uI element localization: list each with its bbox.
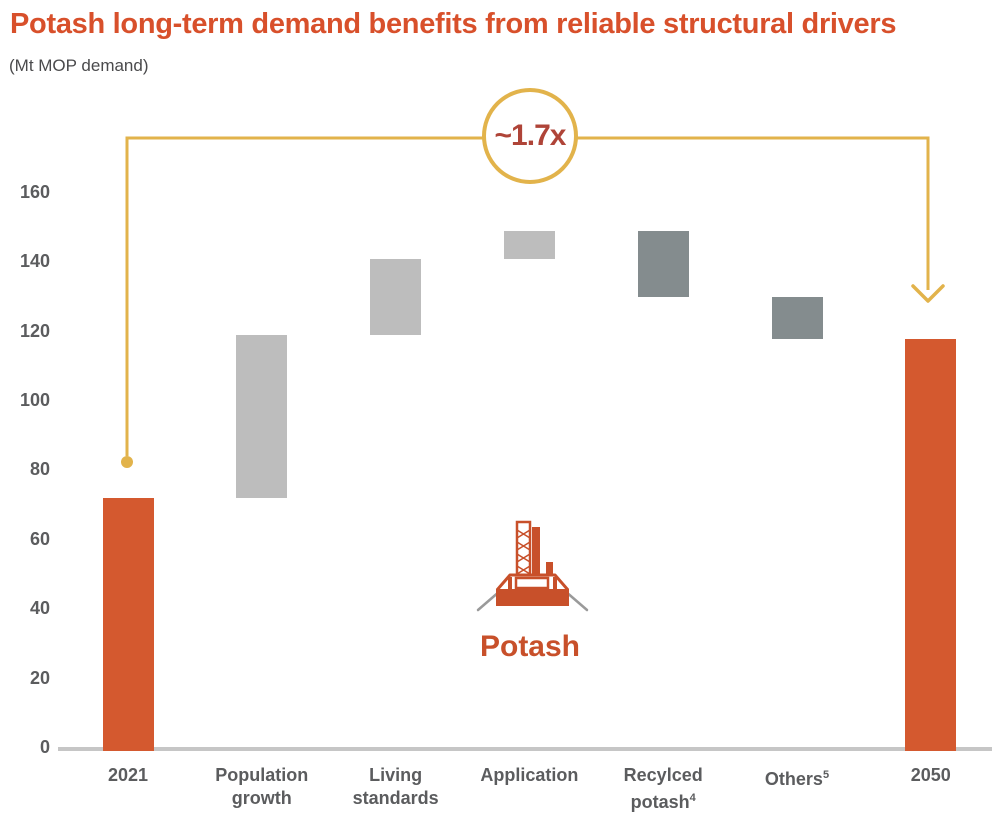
category-label-others: Others5 xyxy=(764,769,830,789)
category-label-application: Application xyxy=(480,765,579,785)
category-label-2021: 2021 xyxy=(107,765,149,785)
potash-mine-icon xyxy=(470,518,595,618)
ratio-badge: ~1.7x xyxy=(482,88,578,184)
arrow-down-icon xyxy=(911,284,945,303)
bar-application xyxy=(503,230,555,259)
chart-title: Potash long-term demand benefits from re… xyxy=(10,8,897,40)
ratio-label: ~1.7x xyxy=(494,119,567,152)
y-tick-label: 60 xyxy=(29,528,50,549)
potash-label: Potash xyxy=(479,630,581,663)
bracket-start-dot xyxy=(121,456,133,468)
bar-living-standards xyxy=(370,258,422,336)
bar-recylced-potash xyxy=(637,230,689,297)
y-tick-label: 140 xyxy=(19,251,50,272)
bar-others xyxy=(771,296,823,339)
chart-subtitle: (Mt MOP demand) xyxy=(9,56,149,75)
bar-2021 xyxy=(102,498,154,751)
x-axis-line xyxy=(58,747,992,751)
bar-population-growth xyxy=(236,335,288,499)
category-label-population-growth: Population growth xyxy=(215,765,309,808)
y-tick-label: 80 xyxy=(29,459,50,480)
y-tick-label: 120 xyxy=(19,320,50,341)
y-tick-label: 40 xyxy=(29,598,50,619)
y-tick-label: 0 xyxy=(39,737,50,757)
category-label-living-standards: Living standards xyxy=(352,765,439,808)
bar-2050 xyxy=(905,338,957,751)
y-tick-label: 100 xyxy=(19,390,50,410)
y-tick-label: 160 xyxy=(19,181,50,202)
y-tick-label: 20 xyxy=(29,667,50,688)
category-label-recylced-potash: Recylced potash4 xyxy=(623,765,703,812)
category-label-2050: 2050 xyxy=(910,765,951,785)
